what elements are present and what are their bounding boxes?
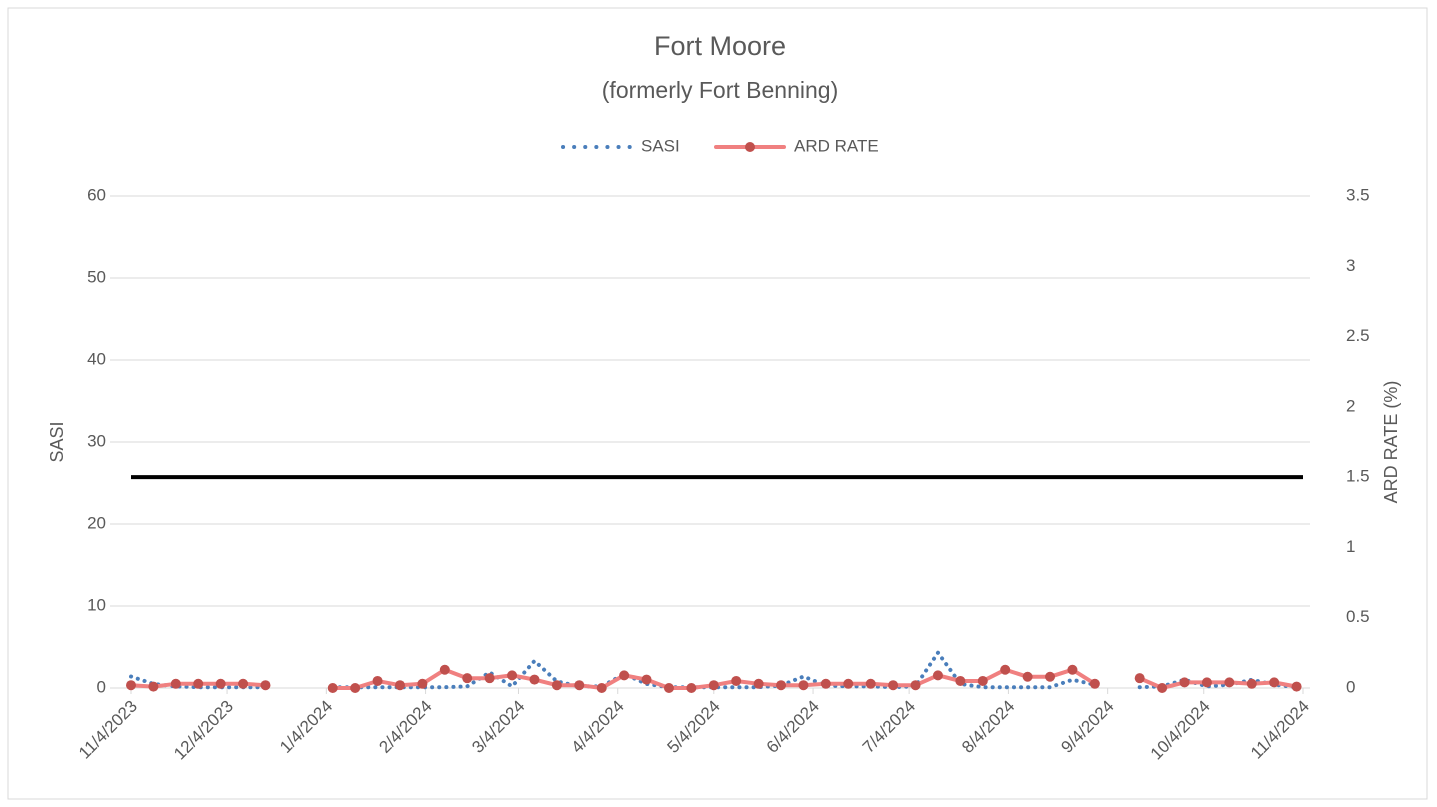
y2-tick-label: 3.5 [1346,185,1370,204]
y2-axis-title: ARD RATE (%) [1381,381,1401,504]
marker [260,680,271,691]
y2-tick-label: 1 [1346,537,1355,556]
marker [977,675,988,686]
marker [439,664,450,675]
marker [1089,678,1100,689]
y2-tick-label: 1.5 [1346,467,1370,486]
marker [462,673,473,684]
marker [193,678,204,689]
marker [394,680,405,691]
legend-marker [745,142,755,152]
marker [910,680,921,691]
y-axis-title: SASI [47,421,67,462]
marker [327,683,338,693]
marker [1045,671,1056,682]
marker [170,678,181,689]
y2-tick-label: 0.5 [1346,607,1370,626]
y2-tick-label: 3 [1346,256,1355,275]
marker [574,680,585,691]
marker [820,678,831,689]
y-tick-label: 10 [87,595,106,614]
marker [148,681,159,692]
legend-label: ARD RATE [794,136,879,155]
marker [529,674,540,685]
y-tick-label: 20 [87,513,106,532]
marker [484,673,495,684]
marker [238,678,249,689]
marker [126,680,136,691]
marker [932,670,943,681]
marker [686,683,697,693]
marker [843,678,854,689]
y2-tick-label: 2.5 [1346,326,1370,345]
chart-title: Fort Moore [654,31,786,61]
chart-border [7,7,1428,800]
marker [1157,683,1168,693]
marker [507,670,518,681]
marker [708,680,719,691]
y2-tick-label: 2 [1346,396,1355,415]
marker [1246,678,1257,689]
marker [1224,677,1235,688]
marker [798,680,809,691]
marker [865,678,876,689]
marker [1134,673,1145,684]
marker [776,680,787,691]
marker [1201,677,1212,688]
chart-subtitle: (formerly Fort Benning) [602,77,838,103]
marker [731,675,742,686]
marker [350,683,361,693]
marker [663,683,674,693]
marker [417,678,428,689]
marker [955,675,966,686]
marker [1291,681,1302,692]
marker [372,675,383,686]
y-tick-label: 60 [87,185,106,204]
marker [1000,664,1011,675]
marker [551,680,562,691]
y-tick-label: 40 [87,349,106,368]
marker [888,680,899,691]
marker [1269,677,1280,688]
marker [1022,671,1033,682]
marker [596,683,607,693]
marker [619,670,630,681]
y-tick-label: 0 [97,677,106,696]
y-tick-label: 50 [87,267,106,286]
marker [753,678,764,689]
legend-label: SASI [641,136,680,155]
marker [215,678,226,689]
y2-tick-label: 0 [1346,677,1355,696]
marker [1067,664,1078,675]
marker [1179,677,1190,688]
y-tick-label: 30 [87,431,106,450]
marker [641,674,652,685]
